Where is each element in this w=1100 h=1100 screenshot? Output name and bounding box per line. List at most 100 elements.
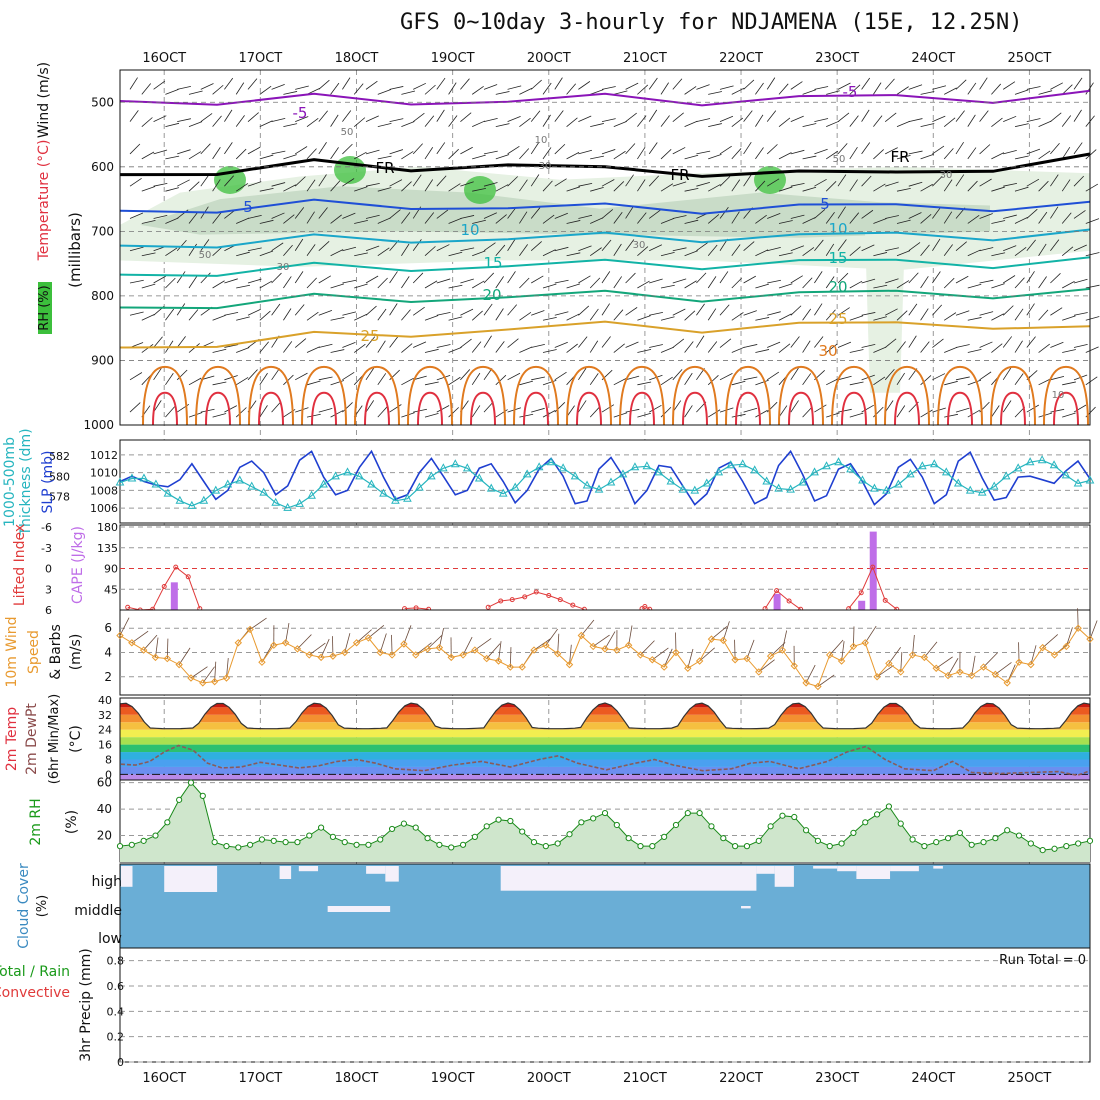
wind-barb: [578, 336, 588, 348]
wind10-point: [447, 653, 455, 662]
wind-barb: [141, 343, 154, 353]
wind-barb: [141, 83, 152, 95]
rh-point: [933, 839, 940, 846]
wind-barb: [684, 280, 697, 289]
wind10-barb: [309, 642, 326, 656]
wind-barb: [1002, 367, 1012, 381]
thickness-point: [989, 481, 999, 490]
wind-barb: [235, 115, 245, 127]
wind10-point: [317, 653, 325, 662]
wind-barb: [743, 275, 756, 284]
contour-label: 30: [940, 170, 953, 181]
wind-barb: [330, 380, 345, 386]
wind-barb: [778, 405, 788, 418]
wind-barb: [649, 278, 663, 284]
thickness-point: [1037, 455, 1047, 464]
rh-point: [140, 837, 147, 844]
wind-barb: [790, 115, 804, 123]
wind-barb: [955, 407, 970, 413]
wind-barb: [354, 313, 367, 321]
wind-barb: [424, 84, 436, 95]
wind-barb: [920, 276, 929, 289]
wind-barb: [707, 374, 719, 386]
wind-barb: [943, 312, 957, 321]
thickness-point: [187, 500, 197, 509]
wind-barb: [318, 309, 333, 316]
axis-label-speed: Speed: [26, 630, 42, 674]
wind10-point: [459, 651, 467, 659]
wind-barb: [200, 239, 210, 251]
thickness-point: [522, 469, 532, 478]
wind-barb: [365, 80, 378, 90]
wind10-point: [542, 641, 550, 649]
wind-barb: [837, 375, 852, 381]
thickness-point: [331, 471, 340, 480]
wind-barb: [1050, 82, 1063, 90]
wind10-point: [849, 642, 858, 651]
wind-barb: [731, 413, 746, 418]
wind-barb: [448, 115, 458, 127]
wind-barb: [318, 275, 332, 284]
axis-label-wind10: 10m Wind: [4, 616, 20, 687]
thickness-point: [1085, 475, 1095, 484]
wind-barb: [1026, 148, 1041, 155]
wind-barb: [767, 213, 781, 219]
thickness-point: [606, 477, 616, 486]
wind-barb: [613, 377, 627, 386]
wind10-point: [1086, 635, 1094, 643]
wind-tick-label: 6: [104, 621, 112, 635]
pressure-tick-label: 500: [91, 95, 114, 109]
wind-barb: [1085, 376, 1098, 386]
wind-barb: [672, 147, 686, 155]
wind-barb: [412, 272, 424, 284]
wind10-barb: [462, 636, 473, 656]
wind-barb: [920, 375, 932, 386]
wind-barb: [283, 374, 294, 386]
wind-barb: [224, 109, 233, 122]
wind10-barb: [971, 655, 976, 676]
wind-barb: [590, 155, 604, 160]
wind-barb: [708, 123, 722, 128]
wind-barb: [873, 284, 888, 289]
wind-barb: [755, 283, 769, 289]
thickness-point: [953, 478, 963, 487]
wind-barb: [177, 86, 191, 90]
wind10-point: [234, 639, 243, 647]
axis-label-2m-rh: 2m RH: [28, 798, 44, 845]
wind-barb: [1002, 336, 1013, 348]
thickness-tick-label: 582: [49, 450, 70, 463]
chart-title: GFS 0~10day 3-hourly for NDJAMENA (15E, …: [400, 10, 1023, 35]
wind-barb: [766, 77, 776, 90]
wind-barb: [967, 215, 980, 224]
wind-barb: [1050, 307, 1063, 316]
wind-barb: [861, 109, 870, 122]
isotherm-30C-loop: [354, 365, 400, 426]
rh-point: [436, 841, 443, 848]
wind-barb: [778, 220, 793, 224]
wind-barb: [873, 115, 883, 127]
wind-barb: [660, 183, 674, 192]
wind-barb: [648, 77, 658, 90]
wind10-barb: [663, 648, 673, 668]
wind10-barb: [604, 631, 616, 650]
wind-barb: [637, 349, 652, 353]
wind-barb: [967, 114, 976, 127]
wind-barb: [519, 380, 534, 386]
wind-barb: [318, 174, 327, 187]
contour-label: 10: [828, 220, 847, 238]
rh-high-blob: [754, 166, 786, 194]
wind10-point: [707, 635, 716, 643]
wind-barb: [1003, 245, 1017, 252]
wind-barb: [495, 244, 506, 256]
wind-barb: [660, 115, 670, 127]
wind-barb: [601, 404, 615, 413]
wind10-barb: [746, 639, 755, 659]
wind-barb: [731, 346, 745, 353]
wind-barb: [660, 82, 669, 95]
cloud-clear-high: [164, 866, 218, 892]
wind-barb: [578, 81, 591, 90]
isotherm-20C: [119, 287, 1091, 310]
wind-barb: [660, 217, 675, 224]
wind-barb: [684, 219, 699, 224]
axis-label-millibars: (millibars): [66, 212, 84, 288]
